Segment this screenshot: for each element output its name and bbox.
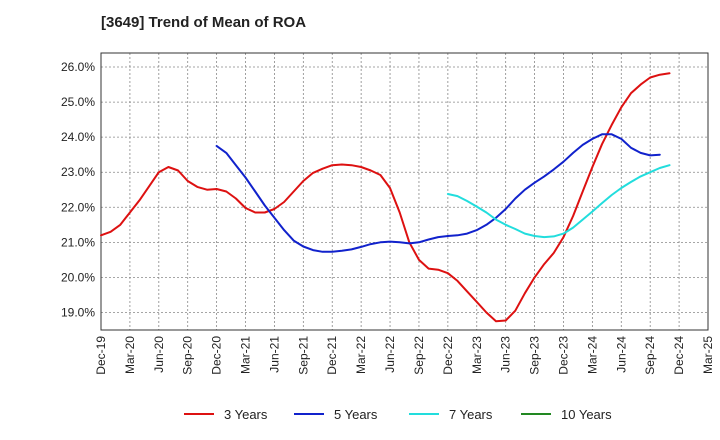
x-tick-label: Dec-20: [210, 336, 224, 375]
x-tick-label: Dec-24: [672, 336, 686, 375]
grid-lines: [100, 53, 709, 330]
legend-label-3-years: 3 Years: [224, 407, 268, 422]
y-tick-label: 26.0%: [61, 60, 95, 74]
plot-frame: [100, 52, 709, 331]
legend-label-5-years: 5 Years: [334, 407, 378, 422]
chart-title: [3649] Trend of Mean of ROA: [101, 14, 307, 31]
x-tick-label: Sep-23: [528, 336, 542, 375]
x-tick-label: Dec-19: [94, 336, 108, 375]
y-tick-label: 23.0%: [61, 165, 95, 179]
y-axis: 19.0% 20.0% 21.0% 22.0% 23.0% 24.0% 25.0% 26.0%: [61, 60, 95, 319]
y-tick-label: 20.0%: [61, 270, 95, 284]
x-tick-label: Jun-22: [383, 336, 397, 373]
legend: 3 Years 5 Years 7 Years 10 Years: [184, 407, 612, 422]
series-line-3-years: [100, 72, 671, 323]
y-tick-label: 22.0%: [61, 200, 95, 214]
x-tick-label: Jun-21: [267, 336, 281, 373]
x-axis: Dec-19 Mar-20 Jun-20 Sep-20 Dec-20 Mar-21 Jun-…: [94, 336, 715, 375]
x-tick-label: Dec-21: [325, 336, 339, 375]
series-line-7-years: [446, 164, 671, 239]
legend-label-7-years: 7 Years: [449, 407, 493, 422]
x-tick-label: Jun-20: [152, 336, 166, 373]
y-tick-label: 19.0%: [61, 305, 95, 319]
series-line-5-years: [215, 133, 661, 253]
x-tick-label: Dec-23: [556, 336, 570, 375]
legend-label-10-years: 10 Years: [561, 407, 612, 422]
y-tick-label: 24.0%: [61, 130, 95, 144]
y-tick-label: 25.0%: [61, 95, 95, 109]
series-lines: [100, 72, 671, 323]
x-tick-label: Mar-23: [470, 336, 484, 374]
x-tick-label: Mar-20: [123, 336, 137, 374]
x-tick-label: Sep-20: [181, 336, 195, 375]
x-tick-label: Mar-21: [239, 336, 253, 374]
x-tick-label: Sep-21: [296, 336, 310, 375]
x-tick-label: Dec-22: [441, 336, 455, 375]
x-tick-label: Mar-24: [585, 336, 599, 374]
x-tick-label: Mar-22: [354, 336, 368, 374]
y-tick-label: 21.0%: [61, 235, 95, 249]
x-tick-label: Jun-24: [614, 336, 628, 373]
x-tick-label: Jun-23: [499, 336, 513, 373]
x-tick-label: Sep-24: [643, 336, 657, 375]
x-tick-label: Sep-22: [412, 336, 426, 375]
x-tick-label: Mar-25: [701, 336, 715, 374]
plot-background: [101, 53, 708, 330]
